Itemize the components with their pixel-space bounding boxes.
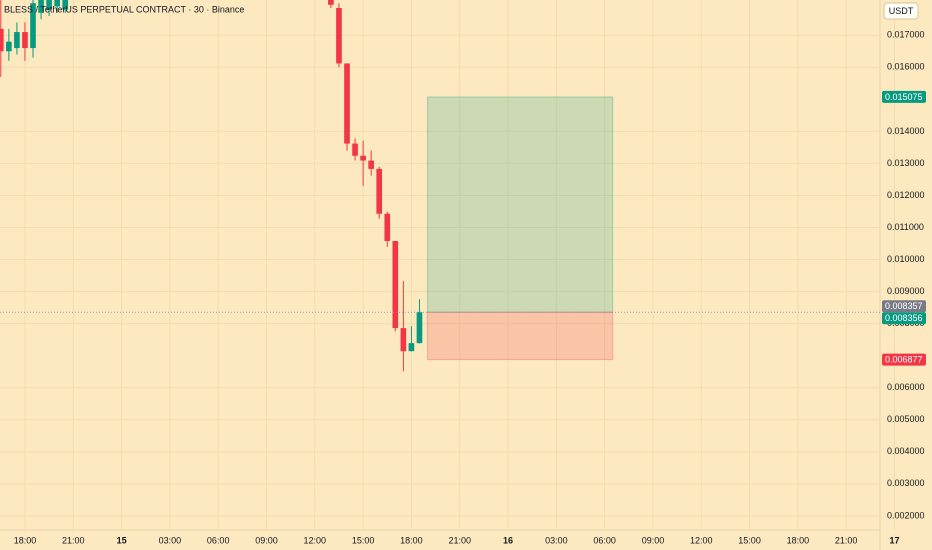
y-tick-label: 0.005000 — [887, 414, 925, 424]
candle-body — [400, 328, 407, 352]
candle-body — [38, 0, 44, 13]
x-tick-label: 18:00 — [787, 535, 810, 545]
candle-body — [0, 28, 4, 52]
candle-body — [328, 0, 334, 5]
x-tick-label: 12:00 — [304, 535, 327, 545]
price-label-box — [882, 300, 926, 313]
candle-body — [376, 168, 383, 214]
loss-zone — [427, 311, 614, 361]
grid — [0, 0, 895, 530]
price-label: 0.008356 — [885, 313, 923, 323]
y-tick-label: 0.003000 — [887, 478, 925, 488]
y-tick-label: 0.006000 — [887, 382, 925, 392]
price-label-box — [882, 312, 926, 325]
y-tick-label: 0.010000 — [887, 254, 925, 264]
plot — [0, 0, 880, 372]
candle-body — [6, 41, 12, 52]
price-label: 0.006877 — [885, 354, 923, 364]
x-tick-label: 06:00 — [207, 535, 230, 545]
x-tick-label: 15 — [117, 535, 127, 545]
candle-body — [368, 160, 374, 169]
x-tick-label: 21:00 — [62, 535, 85, 545]
x-tick-label: 18:00 — [14, 535, 37, 545]
candle-body — [384, 213, 391, 241]
x-tick-label: 15:00 — [738, 535, 761, 545]
y-tick-label: 0.014000 — [887, 126, 925, 136]
x-tick-label: 21:00 — [448, 535, 471, 545]
candle-body — [62, 0, 69, 10]
candle-body — [22, 32, 28, 49]
y-tick-label: 0.009000 — [887, 286, 925, 296]
y-tick-label: 0.016000 — [887, 62, 925, 72]
price-label-box — [882, 90, 926, 103]
x-tick-label: 03:00 — [545, 535, 568, 545]
profit-zone — [427, 96, 614, 313]
candle-body — [416, 312, 423, 344]
y-tick-label: 0.013000 — [887, 158, 925, 168]
candle-body — [408, 343, 415, 352]
currency-button[interactable] — [883, 2, 919, 20]
candle-body — [344, 63, 350, 144]
candle-body — [46, 0, 52, 10]
x-tick-label: 09:00 — [255, 535, 278, 545]
x-tick-label: 15:00 — [352, 535, 375, 545]
y-tick-label: 0.011000 — [887, 222, 924, 232]
x-tick-label: 06:00 — [593, 535, 616, 545]
price-label: 0.008357 — [885, 301, 923, 311]
x-tick-label: 03:00 — [159, 535, 182, 545]
price-label: 0.015075 — [885, 92, 923, 102]
y-tick-label: 0.002000 — [887, 510, 925, 520]
x-tick-label: 12:00 — [690, 535, 713, 545]
x-tick-label: 09:00 — [642, 535, 665, 545]
y-tick-label: 0.012000 — [887, 190, 925, 200]
x-tick-label: 18:00 — [400, 535, 423, 545]
y-tick-label: 0.004000 — [887, 446, 925, 456]
x-tick-label: 16 — [503, 535, 513, 545]
candle-body — [30, 3, 36, 49]
candle-body — [54, 0, 60, 7]
candle-body — [336, 8, 342, 64]
candle-body — [352, 143, 358, 156]
currency-label[interactable]: USDT — [889, 6, 914, 16]
candle-body — [392, 240, 399, 329]
candle-body — [14, 32, 20, 49]
candle-body — [360, 155, 366, 161]
price-label-box — [882, 353, 926, 366]
chart-title: BLESS / TetherUS PERPETUAL CONTRACT · 30… — [4, 4, 244, 14]
x-tick-label: 21:00 — [835, 535, 858, 545]
x-tick-label: 17 — [889, 535, 899, 545]
y-tick-label: 0.017000 — [887, 30, 925, 40]
